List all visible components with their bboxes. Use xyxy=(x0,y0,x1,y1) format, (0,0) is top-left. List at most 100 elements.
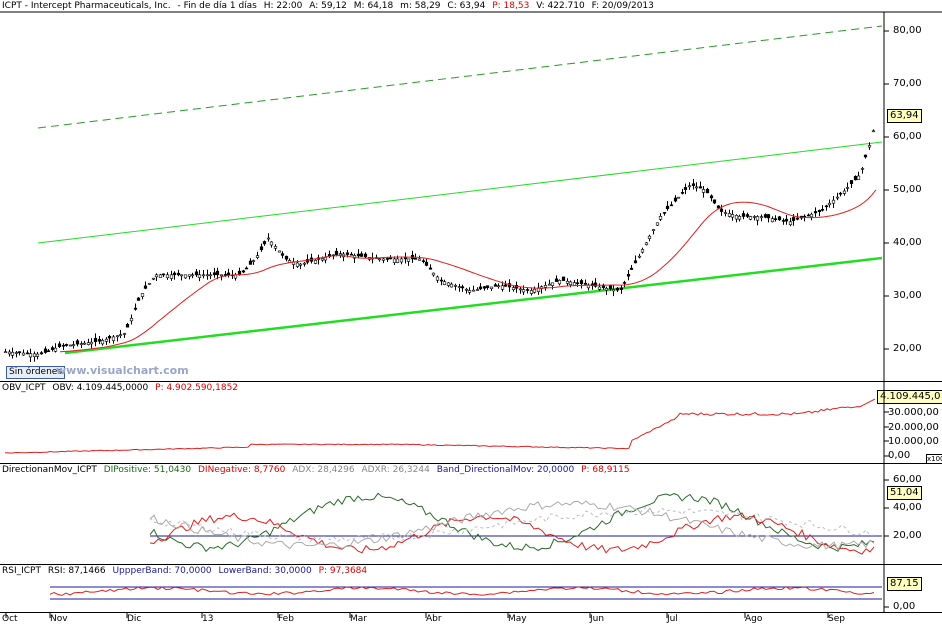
high-label: M: 64,18 xyxy=(353,1,394,11)
obv-tick-20m: 20.000,00 xyxy=(888,422,939,433)
candle-body xyxy=(3,351,8,354)
candle-body xyxy=(197,274,202,278)
candle-body xyxy=(399,258,404,263)
obv-line xyxy=(4,398,876,454)
x-label-jul: Jul xyxy=(667,614,678,624)
rsi-name: RSI_ICPT xyxy=(2,566,41,576)
dmi-header: DirectionanMov_ICPT DIPositive: 51,0430 … xyxy=(2,465,634,475)
candle-body xyxy=(435,276,440,281)
candle-body xyxy=(557,280,562,285)
candle-body xyxy=(107,336,112,339)
candle-body xyxy=(413,258,418,260)
candle-body xyxy=(359,253,364,257)
candle-body xyxy=(500,285,505,290)
candle-body xyxy=(669,204,674,207)
candle-body xyxy=(64,344,69,346)
x-label-ago: Ago xyxy=(745,614,763,624)
dmi-pane[interactable]: DirectionanMov_ICPT DIPositive: 51,0430 … xyxy=(0,464,942,565)
candle-body xyxy=(809,213,814,218)
candle-body xyxy=(179,274,184,277)
close-label: C: 63,94 xyxy=(447,1,486,11)
candle-body xyxy=(619,287,624,290)
candle-body xyxy=(313,260,318,264)
rsi-p: P: 97,3684 xyxy=(318,566,368,576)
ticker-label: ICPT - Intercept Pharmaceuticals, Inc. xyxy=(2,1,171,11)
candle-body xyxy=(57,343,62,348)
candle-body xyxy=(629,267,634,270)
candle-body xyxy=(471,289,476,292)
candle-body xyxy=(496,285,501,288)
orders-button[interactable]: Sin órdenes xyxy=(6,366,66,379)
time-label: H: 22:00 xyxy=(263,1,303,11)
candle-body xyxy=(298,263,303,266)
candle-body xyxy=(226,272,231,276)
candle-body xyxy=(554,278,559,282)
candle-body xyxy=(741,213,746,217)
price-tick-60: 60,00 xyxy=(893,131,922,142)
candle-body xyxy=(651,229,656,231)
candle-body xyxy=(680,192,685,194)
candle-body xyxy=(716,205,721,209)
x-label-may: May xyxy=(508,614,527,624)
candle-body xyxy=(723,212,728,214)
candle-body xyxy=(817,209,822,212)
candle-body xyxy=(673,197,678,202)
low-label: m: 58,29 xyxy=(400,1,441,11)
candle-body xyxy=(622,282,627,284)
candle-body xyxy=(262,241,267,245)
candle-body xyxy=(460,286,465,289)
candle-body xyxy=(737,216,742,220)
candle-body xyxy=(201,274,206,277)
candle-body xyxy=(694,186,699,189)
candle-body xyxy=(136,297,141,301)
obv-pane[interactable]: OBV_ICPT OBV: 4.109.445,0000 P: 4.902.59… xyxy=(0,382,942,464)
candle-body xyxy=(183,274,188,279)
candle-body xyxy=(568,281,573,286)
candle-body xyxy=(662,212,667,214)
rsi-upper: UppperBand: 70,0000 xyxy=(112,566,212,576)
price-tick-70: 70,00 xyxy=(893,78,922,89)
volume-label: V: 422.710 xyxy=(536,1,585,11)
candle-body xyxy=(147,282,152,285)
candle-body xyxy=(784,218,789,222)
candle-body xyxy=(489,286,494,289)
candle-body xyxy=(248,260,253,265)
candle-body xyxy=(593,282,598,287)
candle-body xyxy=(133,307,138,310)
obv-value: OBV: 4.109.445,0000 xyxy=(52,383,149,393)
candle-body xyxy=(615,287,620,291)
candle-body xyxy=(849,180,854,184)
candle-body xyxy=(601,285,606,288)
candle-body xyxy=(417,258,422,261)
candle-body xyxy=(158,274,163,278)
candle-body xyxy=(169,274,174,279)
candle-body xyxy=(529,290,534,294)
candle-body xyxy=(406,258,411,262)
candle-body xyxy=(377,258,382,261)
rsi-pane[interactable]: RSI_ICPT RSI: 87,1466 UppperBand: 70,000… xyxy=(0,565,942,613)
x-label-jun: Jun xyxy=(590,614,605,624)
price-tick-40: 40,00 xyxy=(893,237,922,248)
candle-body xyxy=(467,290,472,293)
candle-body xyxy=(93,337,98,343)
candle-body xyxy=(187,274,192,277)
dip-line xyxy=(149,492,875,553)
candle-body xyxy=(28,353,33,358)
candle-body xyxy=(518,288,523,291)
candle-body xyxy=(208,274,213,277)
dmi-p: P: 68,9115 xyxy=(581,465,630,475)
candle-body xyxy=(676,196,681,199)
candle-body xyxy=(39,352,44,355)
candle-body xyxy=(824,205,829,208)
candle-body xyxy=(453,285,458,287)
watermark: www.visualchart.com xyxy=(56,364,189,377)
candle-body xyxy=(255,255,260,258)
price-pane[interactable]: ICPT - Intercept Pharmaceuticals, Inc. -… xyxy=(0,0,942,382)
obv-p: P: 4.902.590,1852 xyxy=(155,383,239,393)
candle-body xyxy=(457,286,462,288)
candle-body xyxy=(698,186,703,189)
candle-body xyxy=(392,258,397,263)
candle-body xyxy=(842,190,847,194)
candle-body xyxy=(323,257,328,261)
candle-body xyxy=(550,282,555,286)
